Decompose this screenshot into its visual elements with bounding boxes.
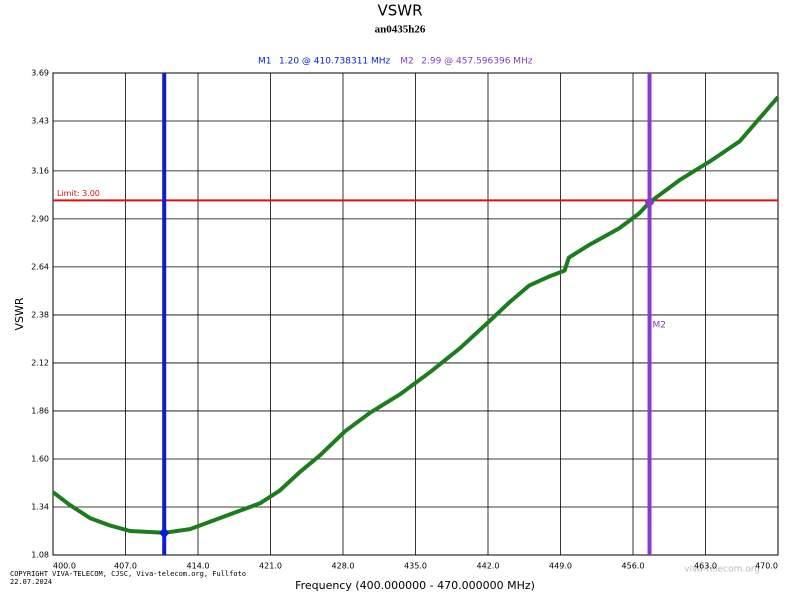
chart-title: VSWR (377, 2, 422, 20)
x-tick-label: 414.0 (187, 562, 210, 571)
limit-label: Limit: 3.00 (57, 189, 100, 198)
x-tick-label: 463.0 (694, 562, 717, 571)
marker-tag: M2 (653, 321, 667, 331)
x-tick-label: 449.0 (549, 562, 572, 571)
x-axis-label: Frequency (400.000000 - 470.000000 MHz) (295, 579, 535, 592)
y-tick-label: 1.60 (31, 454, 49, 463)
x-tick-label: 435.0 (404, 562, 427, 571)
chart-subtitle: an0435h26 (375, 24, 426, 36)
marker-readout: 2.99 @ 457.596396 MHz (421, 57, 533, 67)
y-tick-label: 2.12 (31, 358, 49, 367)
copyright: COPYRIGHT VIVA-TELECOM, CJSC, Viva-telec… (10, 570, 246, 578)
y-tick-label: 1.34 (31, 502, 49, 511)
y-tick-label: 2.38 (31, 310, 49, 319)
y-axis-label: VSWR (13, 297, 26, 330)
date: 22.07.2024 (10, 578, 52, 586)
y-tick-label: 2.64 (31, 262, 49, 271)
marker-name: M2 (400, 57, 414, 67)
y-tick-label: 1.86 (31, 406, 49, 415)
x-tick-label: 421.0 (259, 562, 282, 571)
marker-name: M1 (258, 57, 272, 67)
y-tick-label: 3.43 (31, 117, 49, 126)
x-tick-label: 400.0 (53, 562, 76, 571)
y-tick-label: 1.08 (31, 551, 49, 560)
y-tick-label: 3.16 (31, 166, 49, 175)
x-tick-label: 456.0 (622, 562, 645, 571)
x-tick-label: 442.0 (477, 562, 500, 571)
marker-point (159, 526, 170, 539)
y-tick-label: 2.90 (31, 214, 49, 223)
watermark: viva-telecom.org (684, 565, 760, 575)
x-tick-label: 470.0 (755, 562, 778, 571)
marker-readout: 1.20 @ 410.738311 MHz (279, 57, 391, 67)
x-tick-label: 407.0 (114, 562, 137, 571)
plot-frame (52, 72, 779, 556)
y-tick-label: 3.69 (31, 69, 49, 78)
x-tick-label: 428.0 (332, 562, 355, 571)
marker-point (644, 196, 655, 209)
